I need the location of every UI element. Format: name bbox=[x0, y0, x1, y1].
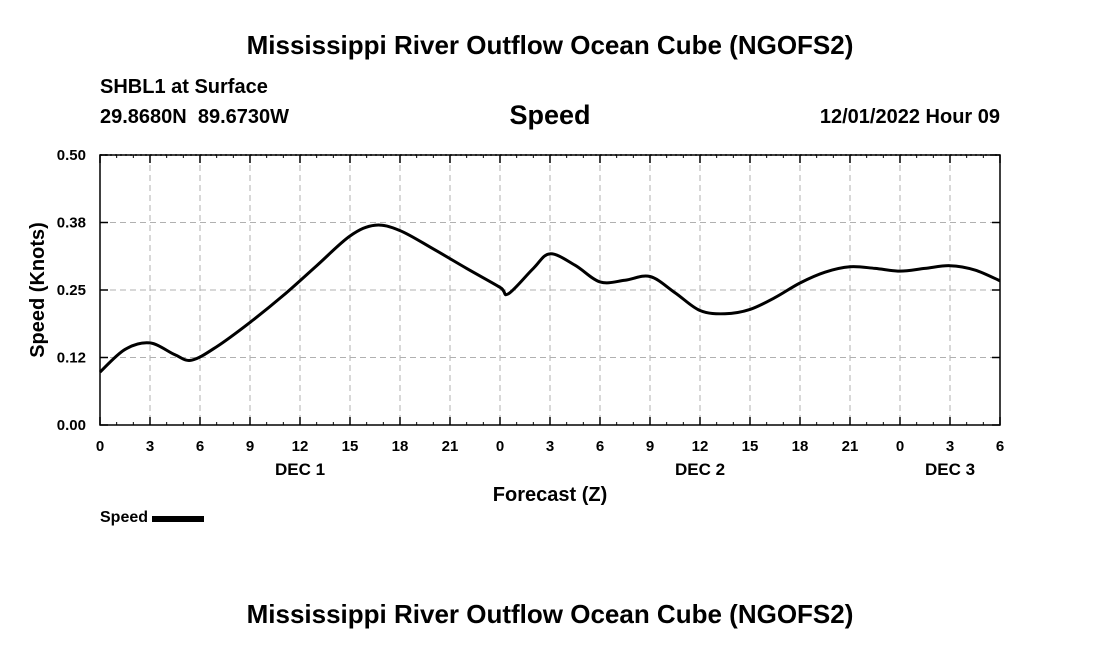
y-axis-label: Speed (Knots) bbox=[27, 222, 49, 358]
day-label: DEC 1 bbox=[275, 460, 325, 479]
x-tick-label: 3 bbox=[946, 438, 954, 455]
x-tick-label: 21 bbox=[842, 438, 859, 455]
tick-labels: 0 3 6 9 12 15 18 21 0 3 6 9 12 15 18 21 0 3 6 DEC 1 DEC 2 DEC… bbox=[57, 147, 1004, 479]
x-tick-label: 15 bbox=[342, 438, 359, 455]
y-tick-label: 0.25 bbox=[57, 282, 86, 299]
x-tick-label: 18 bbox=[392, 438, 409, 455]
chart-subtitle: Speed bbox=[509, 100, 591, 130]
x-tick-label: 6 bbox=[596, 438, 604, 455]
x-axis-label: Forecast (Z) bbox=[493, 484, 607, 506]
y-tick-label: 0.00 bbox=[57, 417, 86, 434]
series-line-speed bbox=[98, 223, 1001, 374]
coordinates-label: 29.8680N 89.6730W bbox=[100, 106, 290, 128]
x-tick-label: 0 bbox=[896, 438, 904, 455]
y-tick-label: 0.12 bbox=[57, 350, 86, 367]
x-tick-label: 18 bbox=[792, 438, 809, 455]
x-tick-label: 6 bbox=[196, 438, 204, 455]
x-tick-label: 3 bbox=[146, 438, 154, 455]
station-label: SHBL1 at Surface bbox=[100, 76, 268, 98]
x-tick-label: 3 bbox=[546, 438, 554, 455]
x-tick-label: 12 bbox=[692, 438, 709, 455]
grid bbox=[100, 154, 1000, 425]
day-label: DEC 2 bbox=[675, 460, 725, 479]
x-tick-label: 0 bbox=[96, 438, 104, 455]
x-tick-label: 6 bbox=[996, 438, 1004, 455]
x-tick-label: 9 bbox=[646, 438, 654, 455]
chart-title-repeat: Mississippi River Outflow Ocean Cube (NG… bbox=[246, 599, 854, 629]
legend-swatch bbox=[152, 516, 205, 522]
series bbox=[98, 223, 1001, 374]
ticks bbox=[99, 154, 1001, 426]
legend: Speed bbox=[100, 509, 205, 527]
y-tick-label: 0.38 bbox=[57, 215, 86, 232]
y-tick-label: 0.50 bbox=[57, 147, 86, 164]
forecast-datetime: 12/01/2022 Hour 09 bbox=[819, 106, 1000, 128]
x-tick-label: 12 bbox=[292, 438, 309, 455]
x-tick-label: 15 bbox=[742, 438, 759, 455]
x-tick-label: 9 bbox=[246, 438, 254, 455]
legend-label: Speed bbox=[100, 509, 149, 526]
day-label: DEC 3 bbox=[925, 460, 975, 479]
x-tick-label: 0 bbox=[496, 438, 504, 455]
x-tick-label: 21 bbox=[442, 438, 459, 455]
chart-title: Mississippi River Outflow Ocean Cube (NG… bbox=[246, 30, 854, 60]
